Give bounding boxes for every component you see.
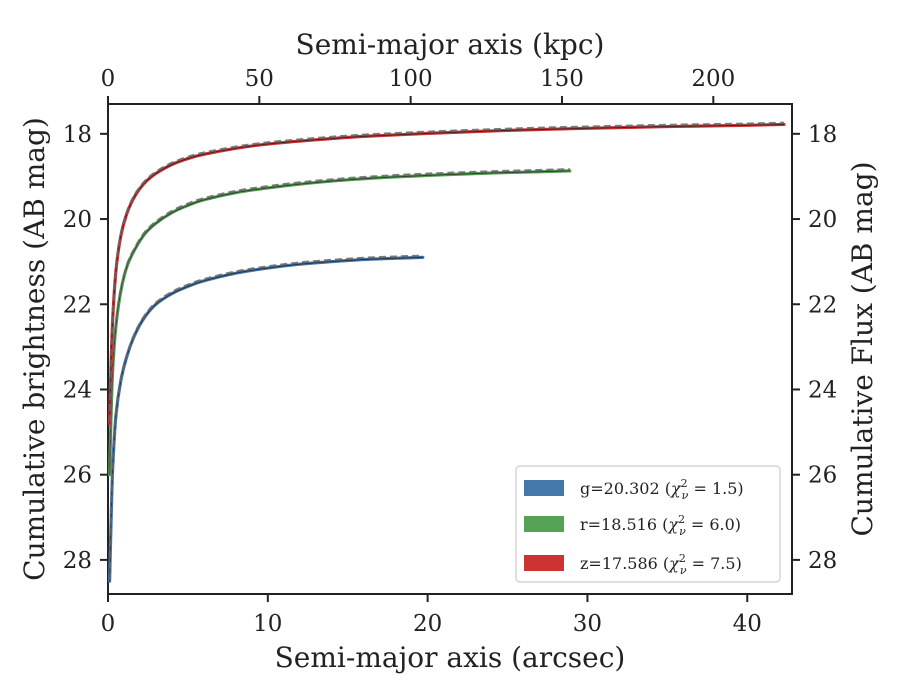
y-tick-label-right: 20	[808, 207, 837, 233]
x-tick-label-bottom: 0	[101, 611, 116, 637]
x-tick-label-top: 50	[245, 66, 274, 92]
x-axis-label-bottom: Semi-major axis (arcsec)	[275, 641, 626, 674]
x-tick-label-top: 150	[540, 66, 584, 92]
y-axis-label-right: Cumulative Flux (AB mag)	[846, 161, 879, 536]
series-model-z	[108, 121, 785, 422]
x-tick-label-bottom: 20	[413, 611, 442, 637]
series-core-g	[109, 256, 423, 582]
legend-swatch-z	[524, 555, 564, 571]
legend-label-g: g=20.302 (χ2 ν = 1.5)	[580, 477, 744, 502]
x-axis-label-top: Semi-major axis (kpc)	[296, 28, 605, 61]
legend-box	[515, 465, 781, 583]
legend-label-z: z=17.586 (χ2 ν = 7.5)	[580, 552, 742, 577]
x-tick-label-top: 100	[389, 66, 433, 92]
legend: g=20.302 (χ2 ν = 1.5) r=18.516 (χ2 ν = 6.0…	[515, 465, 781, 583]
series-model-g	[108, 254, 423, 580]
x-tick-label-top: 0	[101, 66, 116, 92]
series-line-z	[108, 122, 786, 426]
y-tick-label-right: 22	[808, 292, 837, 318]
y-tick-label-left: 26	[63, 463, 92, 489]
y-tick-label-left: 28	[63, 548, 92, 574]
legend-swatch-g	[524, 480, 564, 496]
y-tick-label-left: 24	[63, 377, 92, 403]
y-tick-label-right: 18	[808, 122, 837, 148]
x-tick-label-bottom: 10	[253, 611, 282, 637]
y-tick-label-right: 24	[808, 377, 837, 403]
legend-swatch-r	[524, 516, 564, 532]
curves	[108, 121, 786, 583]
series-core-r	[109, 170, 570, 475]
y-tick-label-right: 28	[808, 548, 837, 574]
series-line-g	[108, 255, 425, 583]
y-tick-label-left: 18	[63, 122, 92, 148]
x-tick-label-top: 200	[691, 66, 735, 92]
y-tick-label-left: 20	[63, 207, 92, 233]
legend-label-r: r=18.516 (χ2 ν = 6.0)	[580, 513, 741, 538]
plot-frame	[107, 103, 793, 595]
y-tick-label-left: 22	[63, 292, 92, 318]
y-tick-label-right: 26	[808, 463, 837, 489]
series-core-z	[109, 123, 785, 424]
series-line-r	[108, 169, 572, 477]
y-axis-label-left: Cumulative brightness (AB mag)	[18, 117, 51, 581]
x-tick-label-bottom: 40	[733, 611, 762, 637]
series-model-r	[108, 168, 570, 474]
x-tick-label-bottom: 30	[573, 611, 602, 637]
ticks: 0 10 20 30 40 0 50 100 150 200 18 18 20 20 22 22 24 24 26 2…	[63, 66, 838, 637]
